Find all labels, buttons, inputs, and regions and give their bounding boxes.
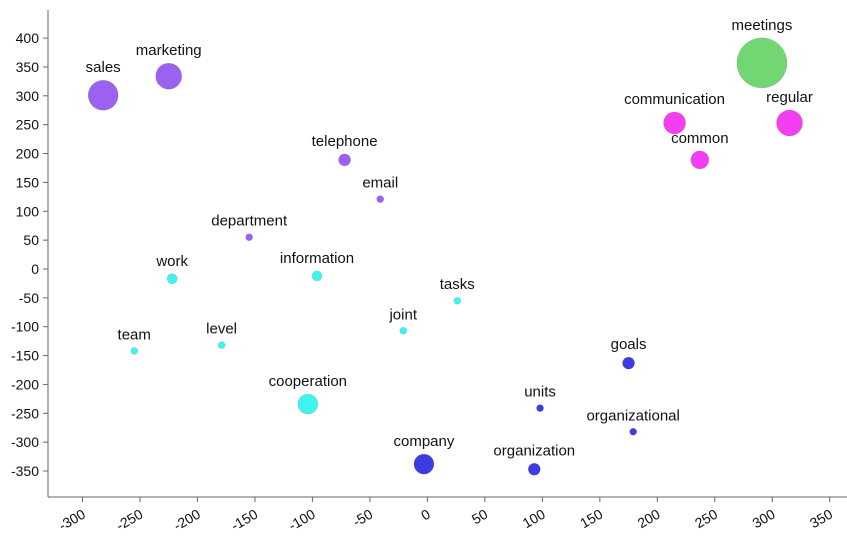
x-tick-label: -50: [350, 506, 376, 530]
bubble: [376, 195, 385, 203]
bubble: [245, 233, 253, 242]
bubble: [776, 109, 803, 137]
x-tick-label: 0: [418, 506, 433, 524]
y-tick-label: 50: [23, 232, 39, 248]
point-label: information: [280, 250, 354, 267]
y-tick-label: -350: [11, 463, 39, 479]
x-tick-label: 250: [692, 506, 720, 532]
point-label: team: [118, 326, 151, 343]
point-label: meetings: [731, 17, 792, 34]
bubble: [622, 356, 635, 370]
bubble: [413, 453, 435, 475]
bubble: [736, 37, 788, 89]
bubble: [166, 273, 178, 285]
y-tick-label: 400: [16, 30, 40, 46]
point-label: company: [393, 433, 454, 450]
point-label: tasks: [440, 276, 475, 293]
point-label: marketing: [136, 42, 202, 59]
bubble: [217, 341, 226, 349]
y-tick-label: 150: [16, 174, 40, 190]
bubble: [453, 296, 462, 305]
y-tick-label: 300: [16, 88, 40, 104]
y-tick-label: -200: [11, 376, 39, 392]
point-label: level: [206, 321, 237, 338]
point-label: work: [155, 253, 188, 270]
x-tick-label: 300: [750, 506, 778, 532]
bubble: [536, 404, 544, 412]
bubble: [130, 347, 139, 355]
point-label: organizational: [586, 407, 679, 424]
y-tick-label: -100: [11, 319, 39, 335]
bubble: [87, 79, 119, 111]
bubble: [338, 153, 351, 167]
x-tick-label: -100: [286, 506, 318, 534]
x-tick-label: 50: [469, 506, 491, 528]
point-label: joint: [388, 306, 417, 323]
x-tick-label: -150: [228, 506, 260, 534]
point-label: email: [362, 175, 398, 192]
point-label: sales: [86, 59, 121, 76]
point-label: department: [211, 213, 288, 230]
point-label: organization: [493, 442, 575, 459]
point-label: units: [524, 384, 556, 401]
bubble: [527, 462, 541, 476]
y-tick-label: 0: [31, 261, 39, 277]
point-label: telephone: [312, 133, 378, 150]
bubble: [399, 326, 408, 335]
point-label: communication: [624, 91, 725, 108]
bubble: [690, 150, 710, 170]
y-tick-label: 200: [16, 146, 40, 162]
y-tick-label: -300: [11, 434, 39, 450]
x-tick-label: 100: [520, 506, 548, 532]
point-label: common: [671, 130, 729, 147]
x-tick-label: 350: [807, 506, 835, 532]
x-tick-label: 150: [577, 506, 605, 532]
y-tick-label: 350: [16, 59, 40, 75]
y-tick-label: 100: [16, 203, 40, 219]
x-tick-label: -300: [56, 506, 88, 534]
x-tick-label: -200: [171, 506, 203, 534]
bubble: [663, 111, 686, 135]
bubble: [311, 270, 323, 282]
y-tick-label: -250: [11, 405, 39, 421]
bubble: [155, 62, 183, 90]
x-tick-label: 200: [635, 506, 663, 532]
y-tick-label: -150: [11, 348, 39, 364]
point-label: goals: [611, 336, 647, 353]
x-tick-label: -250: [113, 506, 145, 534]
point-label: cooperation: [269, 373, 347, 390]
point-label: regular: [766, 89, 813, 106]
bubble: [297, 393, 319, 415]
bubble: [629, 427, 637, 436]
y-tick-label: 250: [16, 117, 40, 133]
y-tick-label: -50: [19, 290, 39, 306]
